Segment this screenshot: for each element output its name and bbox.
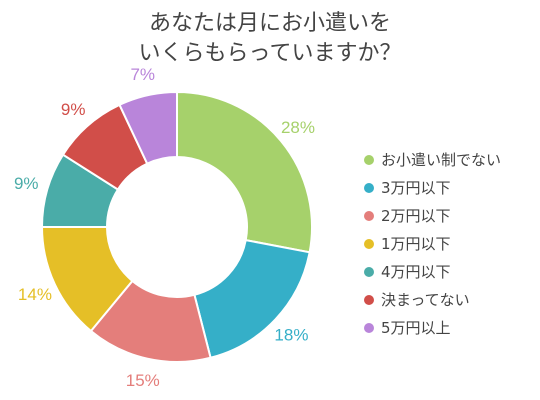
donut-slices — [40, 90, 313, 363]
slice-7 — [118, 90, 178, 165]
legend-marker-4 — [364, 239, 374, 249]
percent-label-6: 9% — [61, 100, 86, 119]
legend-item-7: 5万円以上 — [364, 319, 451, 337]
chart-title-line-1: あなたは月にお小遣いを — [149, 11, 391, 36]
legend-item-1: お小遣い制でない — [364, 151, 501, 169]
legend-item-4: 1万円以下 — [364, 235, 451, 253]
legend-label-2: 3万円以下 — [381, 179, 451, 197]
chart-title: あなたは月にお小遣いを いくらもらっていますか？ — [139, 11, 402, 66]
percent-label-7: 7% — [130, 65, 155, 84]
percent-label-3: 15% — [126, 371, 160, 390]
legend-marker-1 — [364, 155, 374, 165]
legend-marker-7 — [364, 323, 374, 333]
chart-title-line-2: いくらもらっていますか？ — [139, 41, 402, 66]
percent-label-5: 9% — [14, 174, 39, 193]
legend-marker-5 — [364, 267, 374, 277]
legend-item-3: 2万円以下 — [364, 207, 451, 225]
legend-marker-3 — [364, 211, 374, 221]
legend-label-5: 4万円以下 — [381, 263, 451, 281]
legend-label-6: 決まってない — [381, 291, 470, 309]
legend-item-2: 3万円以下 — [364, 179, 451, 197]
legend-label-4: 1万円以下 — [381, 235, 451, 253]
slice-1 — [176, 90, 313, 254]
legend-marker-2 — [364, 183, 374, 193]
percent-label-2: 18% — [274, 325, 308, 344]
percent-labels: 28% 18% 15% 14% 9% 9% 7% — [14, 65, 315, 390]
percent-label-4: 14% — [18, 285, 52, 304]
legend-item-6: 決まってない — [364, 291, 470, 309]
legend-item-5: 4万円以下 — [364, 263, 451, 281]
legend-label-3: 2万円以下 — [381, 207, 451, 225]
legend-marker-6 — [364, 295, 374, 305]
percent-label-1: 28% — [281, 118, 315, 137]
legend-label-1: お小遣い制でない — [381, 151, 501, 169]
legend-label-7: 5万円以上 — [381, 319, 451, 337]
